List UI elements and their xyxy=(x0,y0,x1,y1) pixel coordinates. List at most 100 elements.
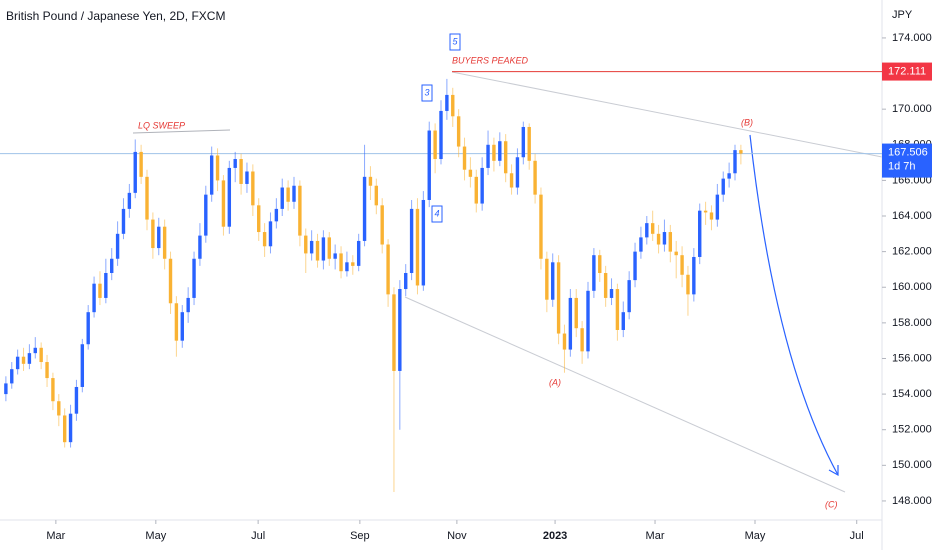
candle-body xyxy=(257,205,261,233)
candle-body xyxy=(309,240,314,254)
candle-body xyxy=(74,386,79,414)
candle-body xyxy=(480,167,484,204)
candle-body xyxy=(127,192,132,209)
wave-label: 3 xyxy=(424,87,429,97)
candle-body xyxy=(521,126,526,158)
y-tick-label: 154.000 xyxy=(892,388,932,400)
candle-body xyxy=(92,283,96,313)
candle-body xyxy=(57,401,61,416)
y-unit: JPY xyxy=(892,9,913,21)
candle-body xyxy=(686,274,690,295)
candle-body xyxy=(556,262,561,334)
candle-body xyxy=(139,151,143,177)
candle-body xyxy=(703,210,708,213)
candle-body xyxy=(427,130,431,200)
candle-body xyxy=(204,194,208,236)
candle-body xyxy=(698,210,702,257)
x-tick-label: Jul xyxy=(251,530,265,542)
candle-body xyxy=(415,208,420,286)
candle-body xyxy=(474,176,478,204)
candle-body xyxy=(603,273,608,298)
candle-body xyxy=(180,312,184,341)
candle-body xyxy=(268,221,273,247)
candle-body xyxy=(304,235,308,254)
x-tick-label: Sep xyxy=(350,530,370,542)
candle-body xyxy=(598,255,602,273)
arrow-head xyxy=(828,465,839,477)
candle-body xyxy=(104,273,108,298)
candle-body xyxy=(733,150,737,174)
projection-arrow xyxy=(749,134,839,476)
candle-body xyxy=(562,333,567,350)
candle-body xyxy=(492,144,496,161)
candle-body xyxy=(456,116,461,147)
candle-body xyxy=(621,312,625,330)
candle-body xyxy=(439,110,443,160)
wave-label-box xyxy=(431,205,443,223)
candle-body xyxy=(615,289,620,330)
candle-body xyxy=(386,244,390,295)
candle-body xyxy=(380,205,384,245)
candle-body xyxy=(86,312,90,345)
y-tick-label: 174.000 xyxy=(892,32,932,44)
candle-body xyxy=(668,232,673,252)
y-tick-label: 160.000 xyxy=(892,281,932,293)
x-tick-label: Mar xyxy=(46,530,65,542)
candle-body xyxy=(192,258,196,298)
resistance-label: 172.111 xyxy=(888,65,926,77)
candle-body xyxy=(315,240,320,261)
candle-body xyxy=(433,130,437,160)
candle-body xyxy=(533,160,537,195)
wave-label-box xyxy=(421,84,433,102)
countdown-label: 1d 7h xyxy=(888,160,916,172)
x-tick-label: May xyxy=(745,530,766,542)
candle-body xyxy=(539,194,543,259)
candle-body xyxy=(80,344,85,387)
candle-body xyxy=(362,176,367,241)
candle-body xyxy=(674,251,678,256)
y-tick-label: 150.000 xyxy=(892,459,932,471)
annotation: (B) xyxy=(741,117,753,127)
drawings xyxy=(132,71,883,493)
candle-body xyxy=(198,235,202,259)
candle-body xyxy=(15,356,20,370)
candle-body xyxy=(509,173,514,188)
candle-body xyxy=(515,157,520,188)
candle-body xyxy=(145,176,149,220)
candle-body xyxy=(21,356,26,364)
candle-body xyxy=(639,237,643,252)
candle-body xyxy=(4,383,8,395)
y-tick-label: 170.000 xyxy=(892,103,932,115)
candle-body xyxy=(162,226,167,259)
annotation: (C) xyxy=(825,499,838,509)
candle-body xyxy=(339,253,343,272)
candle-body xyxy=(321,237,326,261)
candle-body xyxy=(715,194,720,220)
candle-body xyxy=(445,94,449,111)
candle-body xyxy=(374,185,379,206)
trend-line xyxy=(451,71,883,158)
candle-body xyxy=(27,353,32,364)
candle-body xyxy=(98,283,102,298)
candle-body xyxy=(503,141,508,174)
candle-body xyxy=(568,297,573,350)
candle-body xyxy=(168,258,173,304)
candle-body xyxy=(633,251,637,281)
candle-body xyxy=(462,146,467,170)
candle-body xyxy=(545,258,549,300)
trend-line xyxy=(404,296,846,493)
candle-body xyxy=(115,233,120,259)
x-tick-label: Jul xyxy=(850,530,864,542)
candle-body xyxy=(645,223,649,238)
candle-body xyxy=(398,289,402,371)
x-tick-label: 2023 xyxy=(543,530,567,542)
candle-body xyxy=(721,178,725,195)
candle-body xyxy=(280,187,284,209)
candle-body xyxy=(739,150,743,154)
candle-body xyxy=(221,180,226,227)
candle-body xyxy=(727,173,731,179)
candle-body xyxy=(709,212,714,220)
chart-title: British Pound / Japanese Yen, 2D, FXCM xyxy=(6,9,225,23)
candle-body xyxy=(62,415,67,443)
